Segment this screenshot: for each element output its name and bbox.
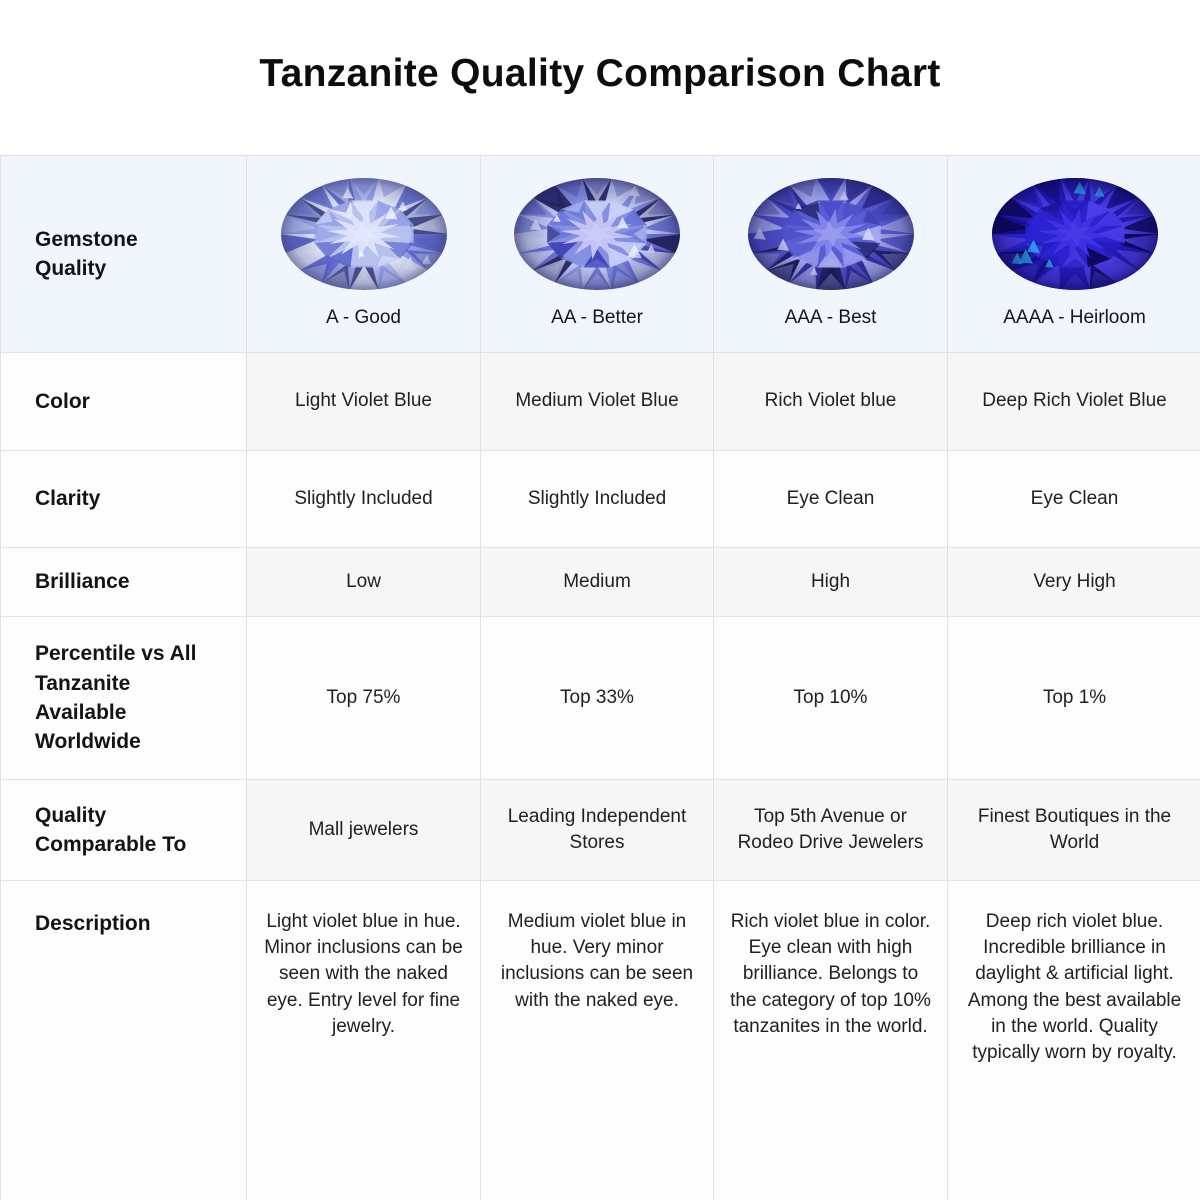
row-label-text: Color bbox=[35, 389, 90, 413]
cell-text: Rich Violet blue bbox=[764, 390, 897, 412]
cell-text: Eye Clean bbox=[786, 487, 875, 509]
cell-text: High bbox=[810, 570, 851, 592]
cell-text: Medium bbox=[563, 570, 631, 592]
row-label-description: Description bbox=[1, 881, 247, 1200]
value-cell: Top 1% bbox=[948, 617, 1200, 780]
description-cell: Light violet blue in hue. Minor inclusio… bbox=[247, 881, 481, 1200]
row-label-color: Color bbox=[1, 353, 247, 451]
cell-text: Deep Rich Violet Blue bbox=[982, 390, 1167, 412]
grade-header-cell: A - Good bbox=[247, 156, 481, 353]
row-label-clarity: Clarity bbox=[1, 451, 247, 548]
grade-header-cell: AA - Better bbox=[481, 156, 714, 353]
grade-label: AA - Better bbox=[551, 307, 643, 329]
row-label-percentile: Percentile vs All Tanzanite Available Wo… bbox=[1, 617, 247, 780]
cell-text: Rich violet blue in color. Eye clean wit… bbox=[730, 911, 931, 1037]
cell-text: Medium Violet Blue bbox=[515, 390, 679, 412]
value-cell: Eye Clean bbox=[714, 451, 948, 548]
value-cell: Low bbox=[247, 548, 481, 617]
grade-label: AAA - Best bbox=[784, 307, 877, 329]
value-cell: Leading Independent Stores bbox=[481, 780, 714, 881]
cell-text: Deep rich violet blue. Incredible brilli… bbox=[967, 911, 1182, 1064]
cell-text: Low bbox=[346, 570, 381, 592]
row-label-quality: Quality Comparable To bbox=[1, 780, 247, 881]
chart-title: Tanzanite Quality Comparison Chart bbox=[259, 52, 941, 95]
description-cell: Rich violet blue in color. Eye clean wit… bbox=[714, 881, 948, 1200]
cell-text: Light Violet Blue bbox=[295, 390, 432, 412]
grade-label: AAAA - Heirloom bbox=[1003, 307, 1146, 329]
cell-text: Leading Independent Stores bbox=[507, 805, 687, 853]
gem-image bbox=[514, 178, 680, 291]
cell-text: Light violet blue in hue. Minor inclusio… bbox=[264, 911, 463, 1037]
cell-text: Top 75% bbox=[326, 686, 401, 708]
comparison-table: Gemstone Quality A - Good AA - Better AAA -… bbox=[0, 155, 1200, 1200]
value-cell: Medium Violet Blue bbox=[481, 353, 714, 451]
corner-header-gemstone-quality: Gemstone Quality bbox=[1, 156, 247, 353]
cell-text: Slightly Included bbox=[294, 487, 433, 509]
value-cell: Slightly Included bbox=[247, 451, 481, 548]
value-cell: Deep Rich Violet Blue bbox=[948, 353, 1200, 451]
row-label-text: Description bbox=[35, 912, 151, 935]
grade-header-cell: AAA - Best bbox=[714, 156, 948, 353]
corner-header-label: Gemstone Quality bbox=[35, 227, 138, 280]
value-cell: Slightly Included bbox=[481, 451, 714, 548]
cell-text: Top 1% bbox=[1042, 686, 1107, 708]
cell-text: Very High bbox=[1033, 570, 1116, 592]
value-cell: Medium bbox=[481, 548, 714, 617]
grade-header-cell: AAAA - Heirloom bbox=[948, 156, 1200, 353]
grade-label: A - Good bbox=[326, 307, 401, 329]
value-cell: High bbox=[714, 548, 948, 617]
cell-text: Finest Boutiques in the World bbox=[977, 805, 1172, 853]
gem-image bbox=[747, 178, 914, 291]
description-cell: Medium violet blue in hue. Very minor in… bbox=[481, 881, 714, 1200]
row-label-text: Percentile vs All Tanzanite Available Wo… bbox=[35, 642, 197, 754]
value-cell: Top 5th Avenue or Rodeo Drive Jewelers bbox=[714, 780, 948, 881]
value-cell: Top 33% bbox=[481, 617, 714, 780]
gem-image bbox=[280, 178, 447, 291]
cell-text: Mall jewelers bbox=[308, 818, 419, 840]
row-label-text: Brilliance bbox=[35, 570, 130, 594]
description-cell: Deep rich violet blue. Incredible brilli… bbox=[948, 881, 1200, 1200]
cell-text: Top 5th Avenue or Rodeo Drive Jewelers bbox=[737, 805, 924, 853]
row-label-text: Quality Comparable To bbox=[35, 803, 187, 856]
value-cell: Eye Clean bbox=[948, 451, 1200, 548]
row-label-text: Clarity bbox=[35, 487, 101, 511]
gem-image bbox=[991, 178, 1158, 291]
value-cell: Mall jewelers bbox=[247, 780, 481, 881]
cell-text: Medium violet blue in hue. Very minor in… bbox=[500, 911, 694, 1011]
cell-text: Slightly Included bbox=[527, 487, 667, 509]
value-cell: Top 75% bbox=[247, 617, 481, 780]
row-label-brilliance: Brilliance bbox=[1, 548, 247, 617]
cell-text: Top 10% bbox=[793, 686, 868, 708]
cell-text: Eye Clean bbox=[1030, 487, 1119, 509]
value-cell: Rich Violet blue bbox=[714, 353, 948, 451]
value-cell: Very High bbox=[948, 548, 1200, 617]
value-cell: Light Violet Blue bbox=[247, 353, 481, 451]
value-cell: Finest Boutiques in the World bbox=[948, 780, 1200, 881]
value-cell: Top 10% bbox=[714, 617, 948, 780]
cell-text: Top 33% bbox=[560, 686, 634, 708]
